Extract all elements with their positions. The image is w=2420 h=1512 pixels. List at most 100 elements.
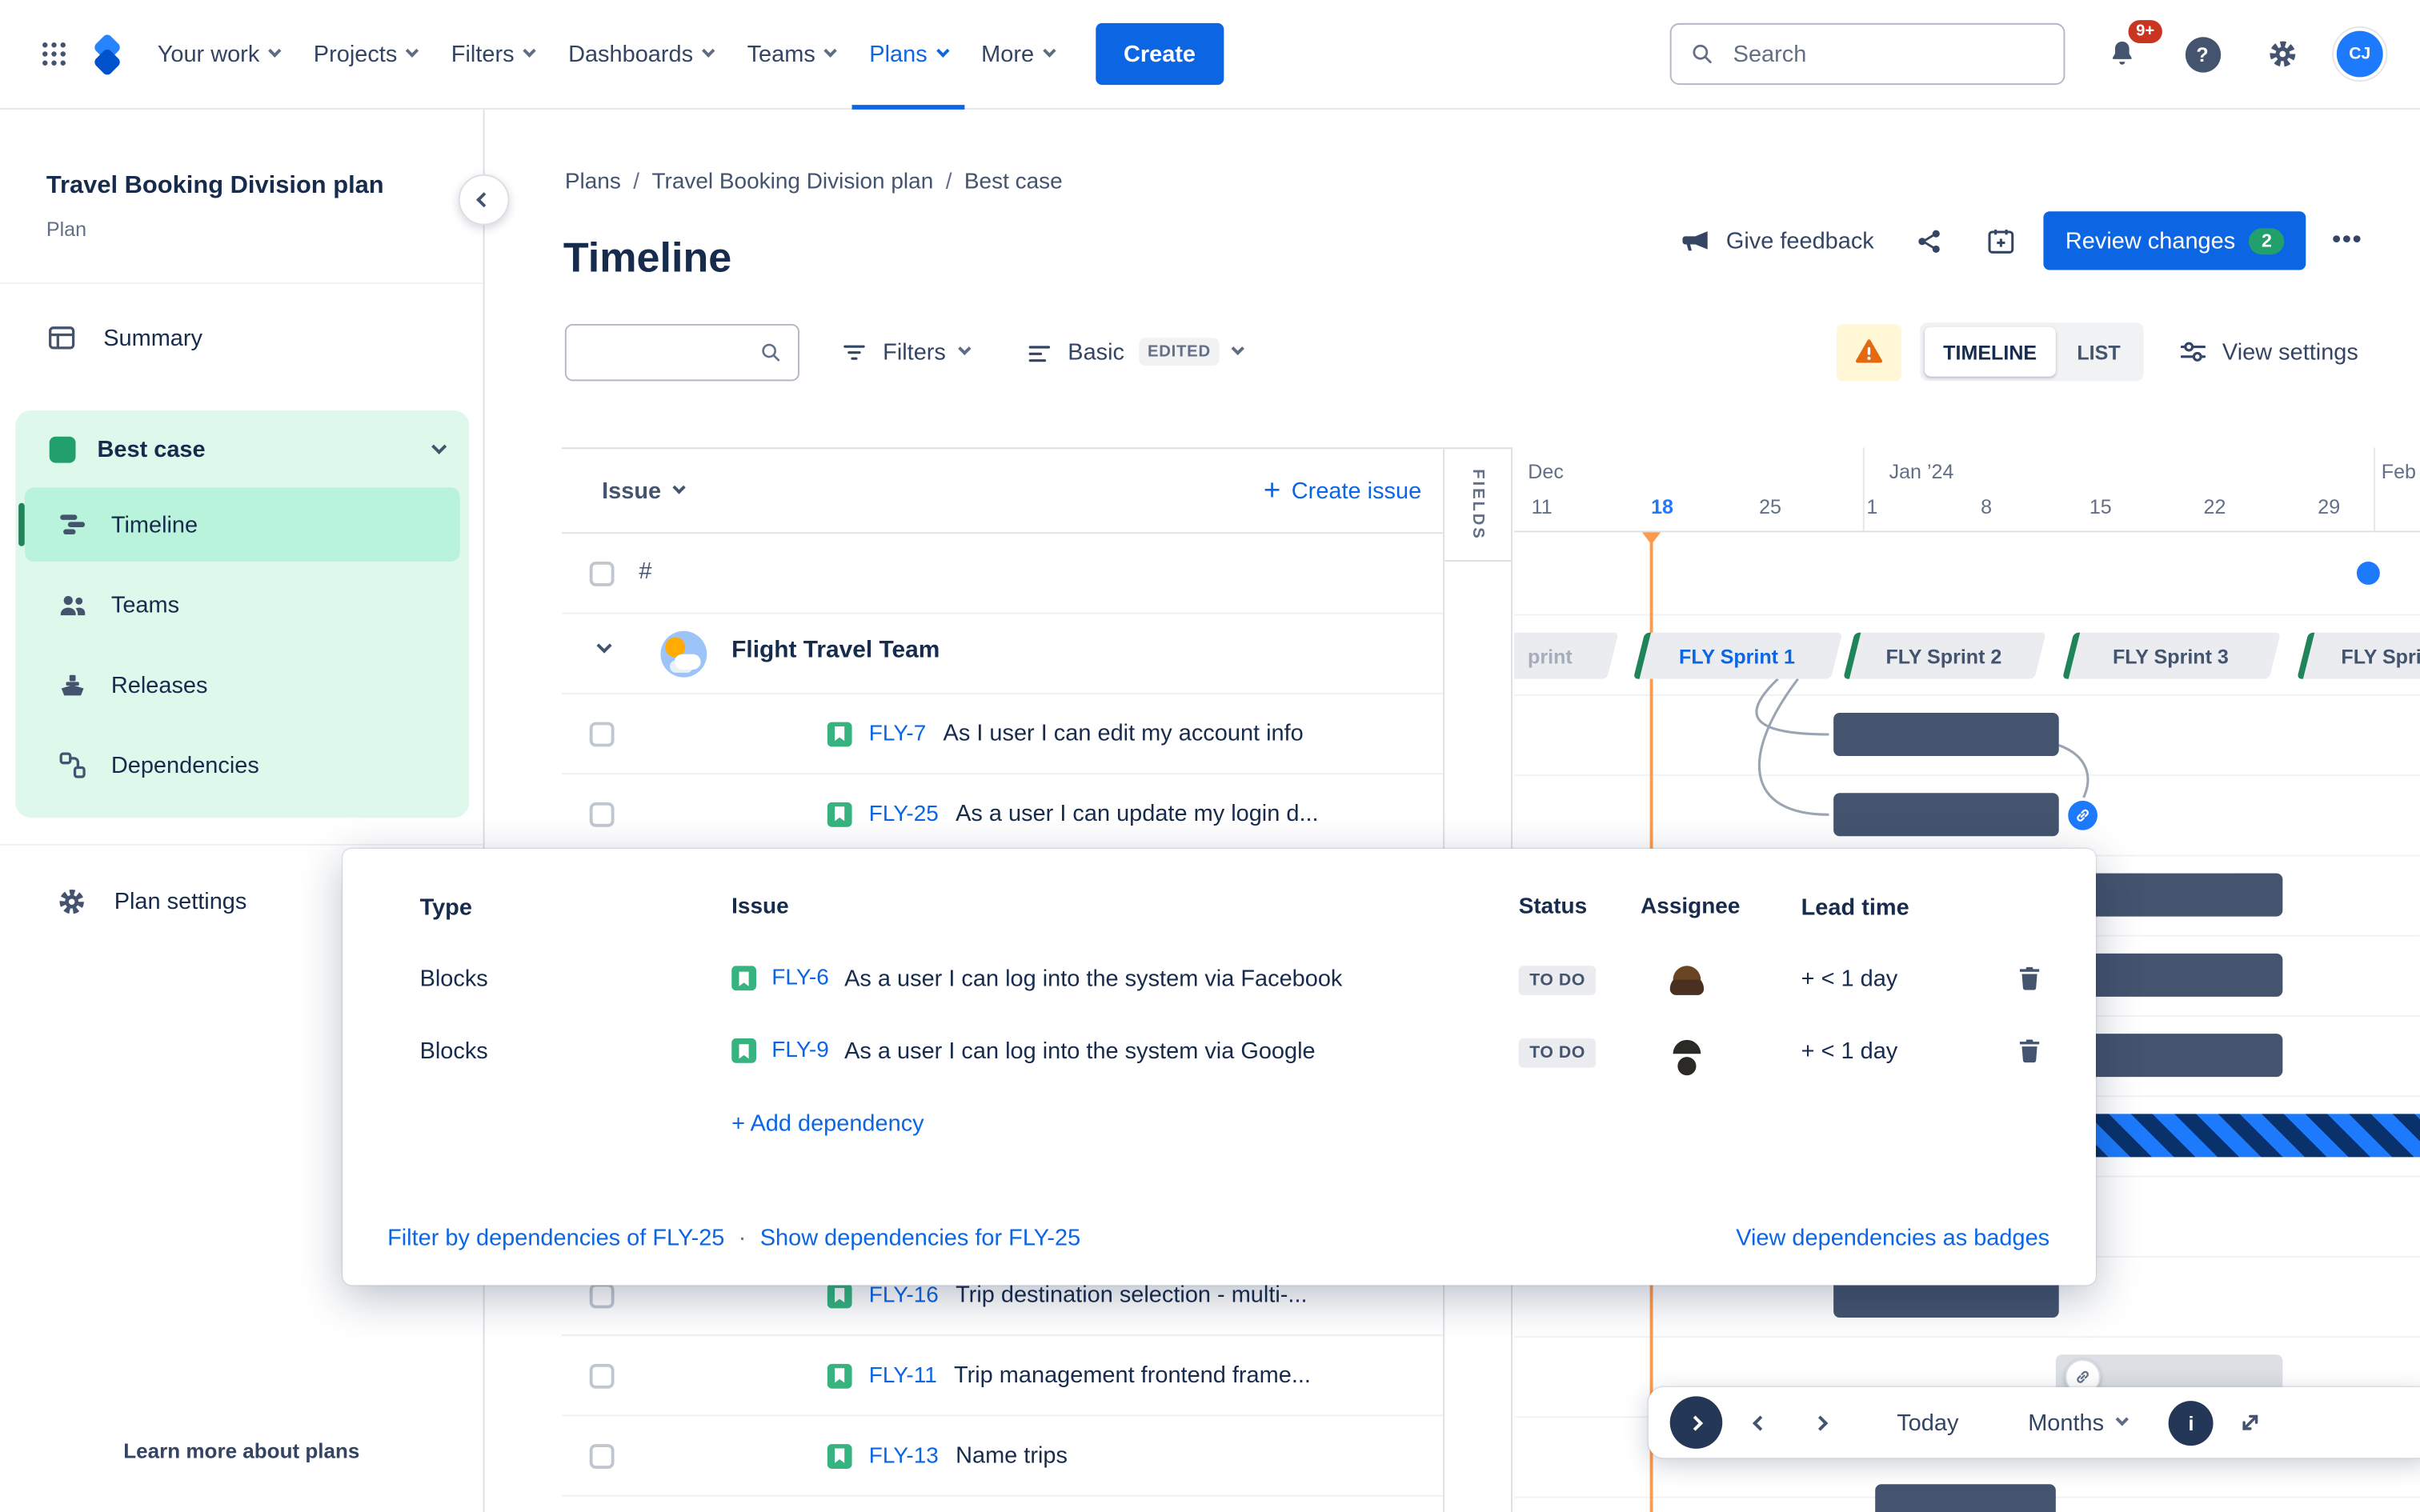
sprint-chip-past[interactable]: print	[1513, 632, 1619, 679]
sidebar-item-summary[interactable]: Summary	[46, 304, 465, 372]
breadcrumb-scenario[interactable]: Best case	[964, 170, 1063, 194]
settings-button[interactable]	[2257, 28, 2310, 81]
issue-row-fly-13[interactable]: FLY-13 Name trips	[561, 1416, 1444, 1497]
sidebar-item-releases[interactable]: Releases	[25, 648, 460, 722]
issue-key-link[interactable]: FLY-16	[868, 1282, 939, 1308]
sidebar-collapse-button[interactable]	[458, 174, 510, 226]
team-group-row[interactable]: Flight Travel Team	[561, 614, 1444, 694]
date-tick: 15	[2089, 495, 2112, 518]
schedule-button[interactable]	[1973, 213, 2028, 268]
create-issue-button[interactable]: + Create issue	[1264, 476, 1421, 506]
info-button[interactable]: i	[2169, 1400, 2214, 1446]
dependency-highlight-bar[interactable]	[2086, 1114, 2420, 1158]
view-selector-button[interactable]: Basic EDITED	[1009, 326, 1259, 378]
scenario-header-best-case[interactable]: Best case	[15, 410, 469, 487]
nav-item-your-work[interactable]: Your work	[140, 0, 296, 109]
date-tick: 1	[1866, 495, 1878, 518]
help-button[interactable]: ?	[2176, 28, 2229, 81]
issue-bar-partial[interactable]	[2086, 873, 2283, 917]
breadcrumb-plan-name[interactable]: Travel Booking Division plan	[651, 170, 934, 194]
jira-logo[interactable]	[86, 33, 128, 74]
delete-dependency-button[interactable]	[2006, 1037, 2053, 1065]
sidebar-item-label: Teams	[110, 591, 180, 618]
sidebar-item-plan-settings[interactable]: Plan settings	[55, 867, 464, 935]
issue-key-link[interactable]: FLY-25	[868, 801, 939, 826]
sprint-chip-fly-sprint-2[interactable]: FLY Sprint 2	[1843, 632, 2046, 679]
fields-tab[interactable]: FIELDS	[1444, 449, 1512, 562]
show-dependencies-link[interactable]: Show dependencies for FLY-25	[759, 1225, 1081, 1252]
give-feedback-button[interactable]: Give feedback	[1668, 225, 1887, 257]
issue-bar-fly-7[interactable]	[1833, 712, 2059, 756]
sprint-chip-fly-sprint-4[interactable]: FLY Sprin	[2297, 632, 2420, 679]
issue-bar-fly-25[interactable]	[1833, 793, 2059, 837]
nav-item-projects[interactable]: Projects	[297, 0, 435, 109]
release-marker[interactable]	[2356, 561, 2380, 585]
create-button[interactable]: Create	[1096, 22, 1224, 86]
zoom-level-dropdown[interactable]: Months	[2016, 1410, 2140, 1436]
issue-column-header: Issue + Create issue	[561, 449, 1444, 534]
row-checkbox[interactable]	[589, 1363, 615, 1389]
month-label-feb: Feb	[2381, 459, 2416, 483]
issue-key-link[interactable]: FLY-13	[868, 1443, 939, 1469]
issue-row-fly-11[interactable]: FLY-11 Trip management frontend frame...	[561, 1336, 1444, 1417]
issue-key-link[interactable]: FLY-9	[771, 1038, 829, 1063]
scroll-left-button[interactable]	[1737, 1399, 1783, 1446]
view-settings-button[interactable]: View settings	[2162, 326, 2374, 378]
row-checkbox[interactable]	[589, 722, 615, 747]
warnings-button[interactable]	[1837, 323, 1902, 381]
issue-search-input[interactable]	[582, 337, 759, 367]
popup-header-row: Type Issue Status Assignee Lead time	[420, 886, 2053, 929]
issue-bar-partial[interactable]	[2086, 1034, 2283, 1078]
more-actions-button[interactable]: •••	[2322, 213, 2374, 268]
row-checkbox[interactable]	[589, 1283, 615, 1309]
issue-bar-partial[interactable]	[2086, 953, 2283, 997]
issue-search-field[interactable]	[564, 323, 799, 381]
expand-icon	[2242, 1414, 2258, 1430]
nav-item-teams[interactable]: Teams	[730, 0, 852, 109]
dependency-link-badge[interactable]	[2065, 798, 2101, 834]
add-dependency-link[interactable]: + Add dependency	[731, 1110, 924, 1138]
issue-key-link[interactable]: FLY-11	[868, 1362, 937, 1388]
row-checkbox[interactable]	[589, 802, 615, 827]
sidebar-item-dependencies[interactable]: Dependencies	[25, 728, 460, 802]
issue-header-dropdown[interactable]: Issue	[602, 478, 687, 504]
notifications-button[interactable]: 9+	[2096, 20, 2162, 81]
nav-item-more[interactable]: More	[964, 0, 1071, 109]
search-input[interactable]	[1729, 39, 2045, 69]
fullscreen-button[interactable]	[2227, 1399, 2274, 1446]
issue-row-fly-25[interactable]: FLY-25 As a user I can update my login d…	[561, 774, 1444, 855]
nav-item-filters[interactable]: Filters	[435, 0, 551, 109]
issue-summary: As I user I can edit my account info	[943, 720, 1304, 747]
filters-button[interactable]: Filters	[824, 326, 984, 378]
row-checkbox[interactable]	[589, 1444, 615, 1469]
learn-more-link[interactable]: Learn more about plans	[123, 1439, 360, 1463]
issue-bar-bottom-partial[interactable]	[1875, 1484, 2056, 1512]
row-line	[1513, 1336, 2420, 1338]
view-dependencies-as-badges-link[interactable]: View dependencies as badges	[1736, 1225, 2050, 1252]
breadcrumb-plans[interactable]: Plans	[564, 170, 621, 194]
filter-by-dependencies-link[interactable]: Filter by dependencies of FLY-25	[387, 1225, 725, 1252]
share-button[interactable]	[1901, 213, 1957, 268]
sidebar-item-teams[interactable]: Teams	[25, 568, 460, 642]
tab-timeline[interactable]: TIMELINE	[1925, 326, 2056, 377]
scroll-right-button[interactable]	[1797, 1399, 1843, 1446]
sprint-chip-fly-sprint-3[interactable]: FLY Sprint 3	[2062, 632, 2281, 679]
tab-list[interactable]: LIST	[2077, 340, 2121, 364]
today-button[interactable]: Today	[1897, 1409, 1959, 1436]
sidebar-item-timeline[interactable]: Timeline	[24, 487, 460, 562]
nav-item-dashboards[interactable]: Dashboards	[551, 0, 731, 109]
nav-item-plans-active[interactable]: Plans	[852, 0, 964, 109]
row-checkbox[interactable]	[589, 561, 615, 586]
sprint-chip-fly-sprint-1[interactable]: FLY Sprint 1	[1633, 632, 1843, 679]
jump-to-next-button[interactable]	[1669, 1396, 1723, 1449]
issue-row-fly-7[interactable]: FLY-7 As I user I can edit my account in…	[561, 694, 1444, 775]
user-avatar[interactable]: CJ	[2336, 30, 2383, 78]
delete-dependency-button[interactable]	[2006, 964, 2053, 992]
review-changes-button[interactable]: Review changes 2	[2043, 211, 2306, 270]
issue-key-link[interactable]: FLY-6	[771, 966, 829, 991]
issue-summary: As a user I can log into the system via …	[844, 1037, 1316, 1064]
issue-key-link[interactable]: FLY-7	[868, 721, 927, 746]
global-search[interactable]	[1669, 22, 2065, 86]
app-switcher-button[interactable]	[28, 28, 81, 81]
collapse-group-chevron-icon[interactable]	[596, 638, 612, 654]
